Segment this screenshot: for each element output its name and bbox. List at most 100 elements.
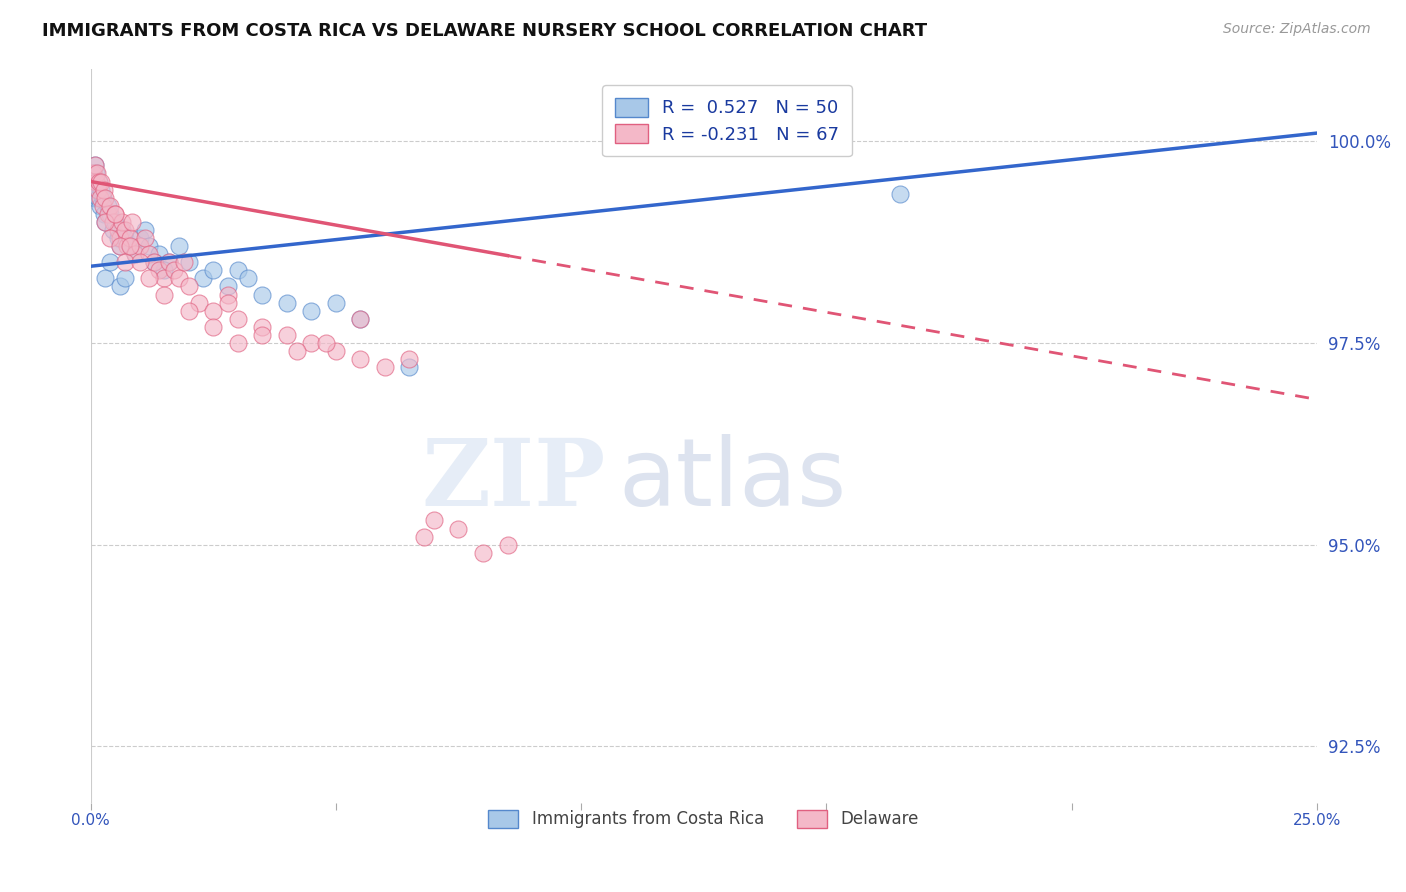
- Point: [84, 174, 107, 188]
- Point: [423, 513, 446, 527]
- Point: [108, 239, 131, 253]
- Point: [101, 223, 124, 237]
- Point: [153, 287, 176, 301]
- Point: [202, 263, 225, 277]
- Text: ZIP: ZIP: [422, 434, 606, 524]
- Point: [148, 247, 170, 261]
- Point: [121, 215, 143, 229]
- Point: [82, 166, 104, 180]
- Point: [193, 271, 215, 285]
- Point: [447, 522, 470, 536]
- Point: [134, 231, 156, 245]
- Point: [107, 231, 129, 245]
- Point: [117, 239, 139, 253]
- Point: [325, 343, 347, 358]
- Point: [128, 255, 150, 269]
- Point: [111, 215, 134, 229]
- Point: [167, 271, 190, 285]
- Point: [167, 239, 190, 253]
- Point: [98, 207, 121, 221]
- Point: [98, 231, 121, 245]
- Point: [177, 279, 200, 293]
- Point: [134, 223, 156, 237]
- Point: [315, 335, 337, 350]
- Point: [89, 174, 111, 188]
- Point: [114, 255, 136, 269]
- Point: [143, 255, 166, 269]
- Point: [104, 207, 127, 221]
- Point: [398, 360, 420, 375]
- Point: [97, 207, 120, 221]
- Point: [114, 231, 136, 245]
- Point: [89, 191, 111, 205]
- Point: [226, 311, 249, 326]
- Text: 0.0%: 0.0%: [72, 813, 110, 828]
- Point: [202, 303, 225, 318]
- Point: [84, 166, 107, 180]
- Point: [118, 231, 141, 245]
- Point: [349, 311, 371, 326]
- Point: [138, 271, 160, 285]
- Point: [374, 360, 396, 375]
- Point: [82, 174, 104, 188]
- Point: [83, 158, 105, 172]
- Point: [118, 239, 141, 253]
- Point: [86, 183, 108, 197]
- Point: [89, 199, 111, 213]
- Point: [187, 295, 209, 310]
- Point: [163, 263, 186, 277]
- Point: [299, 335, 322, 350]
- Point: [157, 255, 180, 269]
- Legend: Immigrants from Costa Rica, Delaware: Immigrants from Costa Rica, Delaware: [482, 803, 925, 835]
- Point: [124, 247, 146, 261]
- Point: [114, 271, 136, 285]
- Point: [118, 239, 141, 253]
- Point: [496, 538, 519, 552]
- Point: [108, 231, 131, 245]
- Text: Source: ZipAtlas.com: Source: ZipAtlas.com: [1223, 22, 1371, 37]
- Point: [217, 295, 239, 310]
- Point: [143, 255, 166, 269]
- Point: [252, 327, 274, 342]
- Point: [226, 335, 249, 350]
- Point: [84, 174, 107, 188]
- Point: [252, 287, 274, 301]
- Point: [472, 546, 495, 560]
- Point: [124, 247, 146, 261]
- Point: [217, 279, 239, 293]
- Point: [94, 215, 117, 229]
- Point: [285, 343, 308, 358]
- Point: [97, 199, 120, 213]
- Text: IMMIGRANTS FROM COSTA RICA VS DELAWARE NURSERY SCHOOL CORRELATION CHART: IMMIGRANTS FROM COSTA RICA VS DELAWARE N…: [42, 22, 928, 40]
- Point: [89, 174, 111, 188]
- Point: [173, 255, 195, 269]
- Point: [104, 207, 127, 221]
- Point: [108, 239, 131, 253]
- Point: [413, 530, 436, 544]
- Point: [325, 295, 347, 310]
- Point: [94, 191, 117, 205]
- Point: [111, 223, 134, 237]
- Point: [98, 255, 121, 269]
- Point: [299, 303, 322, 318]
- Point: [90, 183, 112, 197]
- Point: [108, 279, 131, 293]
- Point: [87, 191, 110, 205]
- Point: [153, 263, 176, 277]
- Point: [138, 247, 160, 261]
- Point: [177, 303, 200, 318]
- Point: [93, 183, 115, 197]
- Point: [83, 191, 105, 205]
- Point: [107, 223, 129, 237]
- Text: 25.0%: 25.0%: [1292, 813, 1341, 828]
- Point: [94, 215, 117, 229]
- Point: [87, 183, 110, 197]
- Point: [398, 352, 420, 367]
- Point: [148, 263, 170, 277]
- Point: [128, 231, 150, 245]
- Point: [98, 199, 121, 213]
- Point: [101, 215, 124, 229]
- Point: [91, 191, 114, 205]
- Point: [177, 255, 200, 269]
- Point: [236, 271, 259, 285]
